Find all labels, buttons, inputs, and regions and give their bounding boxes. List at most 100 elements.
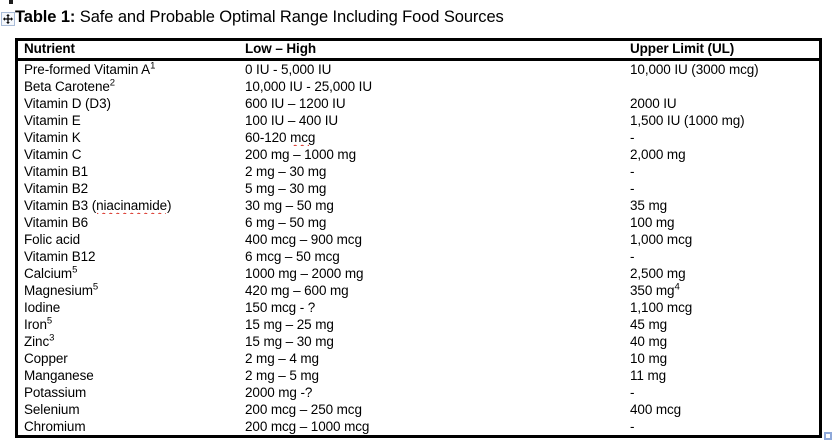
range-cell: 2 mg – 4 mg [245, 351, 319, 366]
range-cell: 2 mg – 30 mg [245, 164, 327, 179]
nutrient-cell: Vitamin B6 [24, 215, 89, 230]
cropped-text-fragment [9, 0, 13, 4]
nutrient-cell: Vitamin E [24, 113, 81, 128]
nutrient-cell: Copper [24, 351, 68, 366]
range-cell: 150 mcg - ? [245, 300, 316, 315]
upper-limit-cell: 400 mcg [630, 402, 682, 417]
table-row: Iron5 15 mg – 25 mg 45 mg [18, 316, 819, 333]
table-row: Vitamin C 200 mg – 1000 mg 2,000 mg [18, 146, 819, 163]
table-row: Vitamin B2 5 mg – 30 mg - [18, 180, 819, 197]
upper-limit-cell: 1,000 mcg [630, 232, 693, 247]
nutrient-cell: Folic acid [24, 232, 81, 247]
range-cell: 15 mg – 30 mg [245, 334, 334, 349]
table-row: Vitamin B1 2 mg – 30 mg - [18, 163, 819, 180]
upper-limit-cell: 2000 IU [630, 96, 677, 111]
table-row: Potassium 2000 mg -? - [18, 384, 819, 401]
range-cell: 1000 mg – 2000 mg [245, 266, 364, 281]
upper-limit-cell: - [630, 249, 635, 264]
range-cell: 600 IU – 1200 IU [245, 96, 346, 111]
nutrient-cell: Selenium [24, 402, 80, 417]
table-caption-number: Table 1: [15, 8, 76, 26]
header-nutrient: Nutrient [24, 41, 75, 56]
upper-limit-cell: - [630, 385, 635, 400]
table-row: Vitamin B3 (niacinamide) 30 mg – 50 mg 35 … [18, 197, 819, 214]
table-row: Vitamin B12 6 mcg – 50 mcg - [18, 248, 819, 265]
upper-limit-cell: 11 mg [630, 368, 667, 383]
table-row: Vitamin B6 6 mg – 50 mg 100 mg [18, 214, 819, 231]
upper-limit-cell: 2,500 mg [630, 266, 686, 281]
nutrient-cell: Magnesium5 [24, 282, 99, 298]
table-row: Chromium 200 mcg – 1000 mcg - [18, 418, 819, 435]
range-cell: 200 mcg – 250 mcg [245, 402, 362, 417]
table-row: Iodine 150 mcg - ? 1,100 mcg [18, 299, 819, 316]
upper-limit-cell: - [630, 164, 635, 179]
range-cell: 60-120 mcg [245, 130, 316, 145]
nutrient-cell: Vitamin B12 [24, 249, 96, 264]
table-body: Pre-formed Vitamin A1 0 IU - 5,000 IU 10,0… [18, 61, 819, 435]
upper-limit-cell: 45 mg [630, 317, 668, 332]
header-low-high: Low – High [245, 41, 316, 56]
nutrient-range-table: Nutrient Low – High Upper Limit (UL) Pre… [15, 38, 822, 438]
nutrient-cell: Calcium5 [24, 265, 78, 281]
nutrient-cell: Vitamin B2 [24, 181, 89, 196]
table-row: Pre-formed Vitamin A1 0 IU - 5,000 IU 10,0… [18, 61, 819, 78]
nutrient-cell: Zinc3 [24, 333, 55, 349]
range-cell: 10,000 IU - 25,000 IU [245, 79, 372, 94]
range-cell: 5 mg – 30 mg [245, 181, 327, 196]
nutrient-cell: Iron5 [24, 316, 53, 332]
upper-limit-cell: 100 mg [630, 215, 675, 230]
range-cell: 2 mg – 5 mg [245, 368, 319, 383]
nutrient-cell: Vitamin B1 [24, 164, 89, 179]
range-cell: 6 mg – 50 mg [245, 215, 327, 230]
table-move-handle[interactable] [1, 12, 15, 26]
range-cell: 400 mcg – 900 mcg [245, 232, 362, 247]
range-cell: 6 mcg – 50 mcg [245, 249, 340, 264]
table-row: Zinc3 15 mg – 30 mg 40 mg [18, 333, 819, 350]
table-row: Vitamin K 60-120 mcg - [18, 129, 819, 146]
table-row: Vitamin E 100 IU – 400 IU 1,500 IU (1000 m… [18, 112, 819, 129]
nutrient-cell: Vitamin D (D3) [24, 96, 111, 111]
table-header-row: Nutrient Low – High Upper Limit (UL) [18, 41, 819, 61]
upper-limit-cell: 40 mg [630, 334, 668, 349]
table-row: Vitamin D (D3) 600 IU – 1200 IU 2000 IU [18, 95, 819, 112]
upper-limit-cell: 10 mg [630, 351, 668, 366]
range-cell: 15 mg – 25 mg [245, 317, 334, 332]
range-cell: 420 mg – 600 mg [245, 283, 349, 298]
table-row: Folic acid 400 mcg – 900 mcg 1,000 mcg [18, 231, 819, 248]
table-row: Copper 2 mg – 4 mg 10 mg [18, 350, 819, 367]
header-upper-limit: Upper Limit (UL) [630, 41, 735, 56]
nutrient-cell: Beta Carotene2 [24, 78, 116, 94]
upper-limit-cell: - [630, 181, 635, 196]
nutrient-cell: Manganese [24, 368, 94, 383]
table-row: Manganese 2 mg – 5 mg 11 mg [18, 367, 819, 384]
upper-limit-cell: - [630, 130, 635, 145]
nutrient-cell: Vitamin B3 (niacinamide) [24, 198, 172, 213]
upper-limit-cell: 35 mg [630, 198, 668, 213]
upper-limit-cell: - [630, 419, 635, 434]
table-row: Beta Carotene2 10,000 IU - 25,000 IU [18, 78, 819, 95]
range-cell: 0 IU - 5,000 IU [245, 62, 332, 77]
table-row: Selenium 200 mcg – 250 mcg 400 mcg [18, 401, 819, 418]
nutrient-cell: Pre-formed Vitamin A1 [24, 61, 156, 77]
upper-limit-cell: 1,100 mcg [630, 300, 693, 315]
range-cell: 100 IU – 400 IU [245, 113, 339, 128]
range-cell: 200 mg – 1000 mg [245, 147, 356, 162]
upper-limit-cell: 10,000 IU (3000 mcg) [630, 62, 759, 77]
table-resize-handle[interactable] [824, 432, 832, 440]
table-row: Calcium5 1000 mg – 2000 mg 2,500 mg [18, 265, 819, 282]
nutrient-cell: Vitamin K [24, 130, 81, 145]
upper-limit-cell: 2,000 mg [630, 147, 686, 162]
range-cell: 30 mg – 50 mg [245, 198, 334, 213]
upper-limit-cell [630, 78, 819, 95]
table-caption-text: Safe and Probable Optimal Range Includin… [75, 8, 504, 26]
nutrient-cell: Vitamin C [24, 147, 82, 162]
table-row: Magnesium5 420 mg – 600 mg 350 mg4 [18, 282, 819, 299]
upper-limit-cell: 1,500 IU (1000 mg) [630, 113, 745, 128]
upper-limit-cell: 350 mg4 [630, 282, 680, 298]
move-icon [3, 14, 13, 24]
nutrient-cell: Chromium [24, 419, 86, 434]
range-cell: 2000 mg -? [245, 385, 313, 400]
nutrient-cell: Iodine [24, 300, 61, 315]
nutrient-cell: Potassium [24, 385, 87, 400]
table-caption: Table 1: Safe and Probable Optimal Range… [15, 8, 504, 27]
